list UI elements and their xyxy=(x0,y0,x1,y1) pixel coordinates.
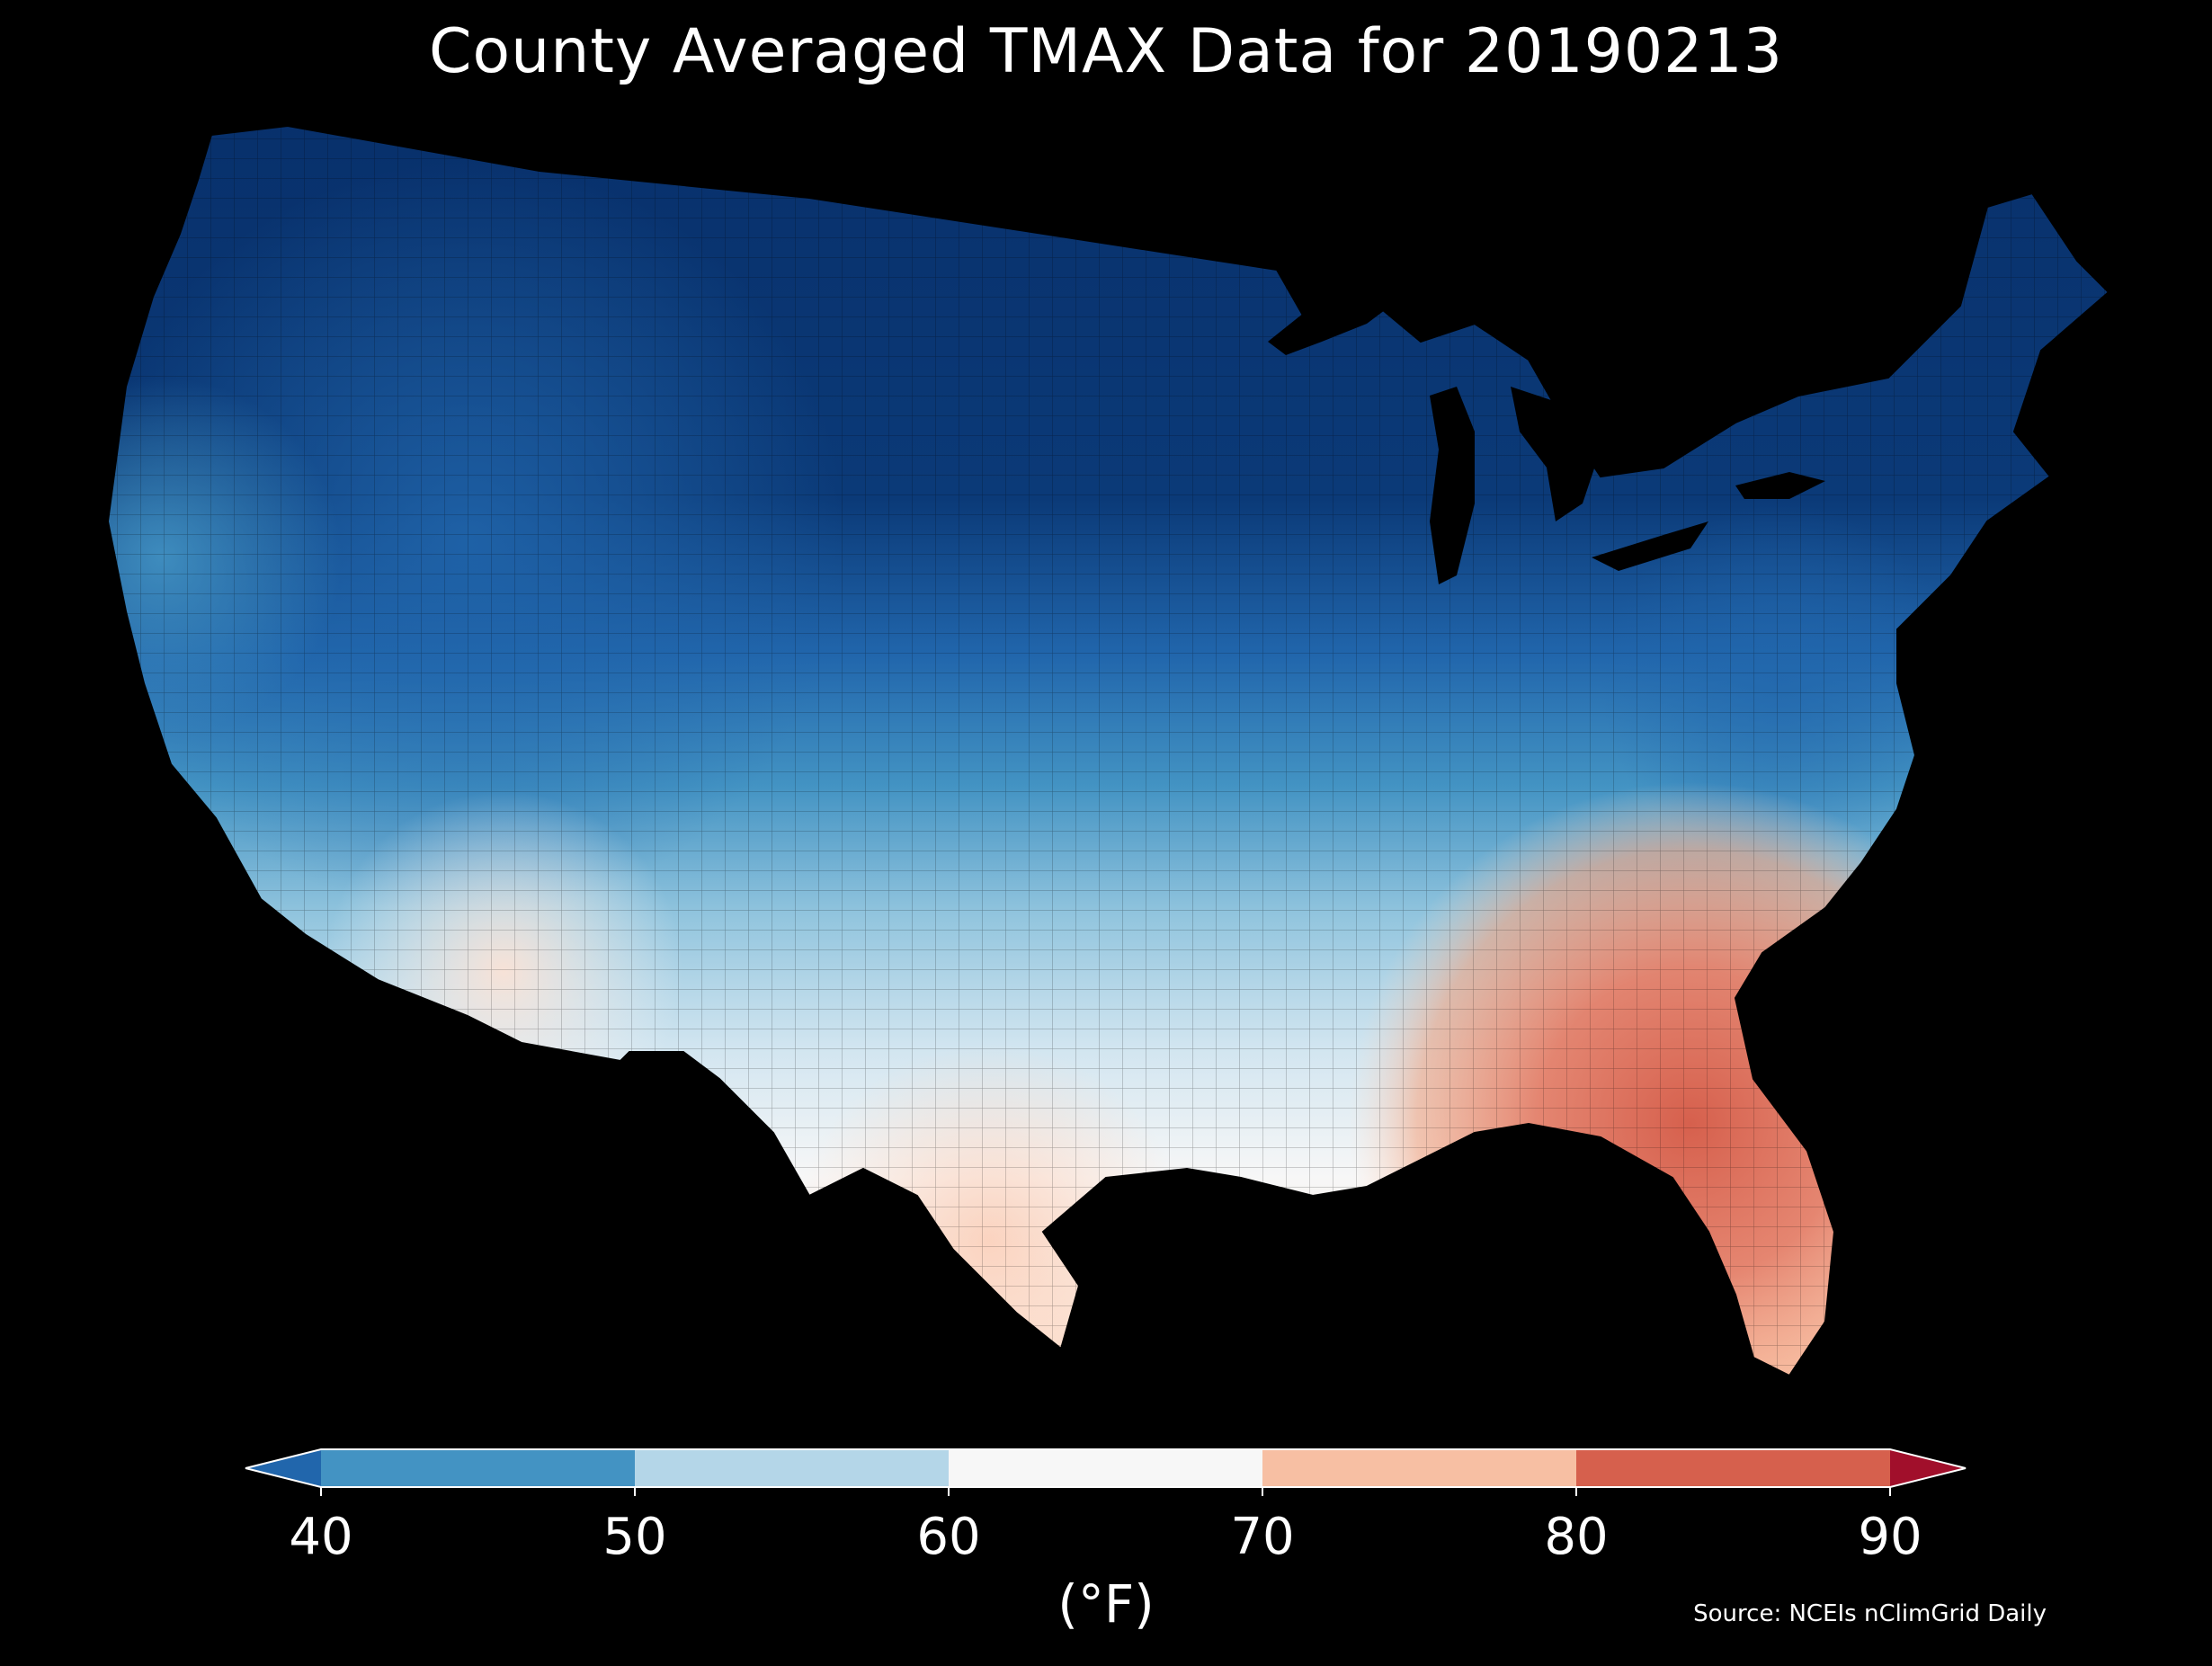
colorbar-tick-label: 80 xyxy=(1544,1508,1608,1566)
colorbar-extension-high xyxy=(1890,1449,1966,1487)
colorbar-bin-70-80 xyxy=(1262,1449,1577,1487)
map-title: County Averaged TMAX Data for 20190213 xyxy=(429,16,1783,87)
colorbar-tick-label: 50 xyxy=(602,1508,666,1566)
colorbar-bin-80-90 xyxy=(1576,1449,1891,1487)
lake-huron xyxy=(1511,387,1601,521)
lake-ontario xyxy=(1735,472,1825,499)
colorbar-tick-label: 90 xyxy=(1858,1508,1922,1566)
lake-superior xyxy=(1268,288,1403,355)
colorbar-tick-label: 60 xyxy=(916,1508,980,1566)
us-county-tmax-map xyxy=(107,125,2109,1376)
source-credit: Source: NCEIs nClimGrid Daily xyxy=(1693,1600,2047,1627)
colorbar-tick-label: 40 xyxy=(289,1508,352,1566)
colorbar-bin-60-70 xyxy=(949,1449,1263,1487)
colorbar-unit-label: (°F) xyxy=(1057,1573,1155,1635)
lake-michigan xyxy=(1430,387,1475,584)
colorbar-tick-label: 70 xyxy=(1230,1508,1294,1566)
lake-erie xyxy=(1592,521,1708,571)
colorbar-bin-50-60 xyxy=(635,1449,950,1487)
colorbar-bin-40-50 xyxy=(321,1449,636,1487)
colorbar-extension-low xyxy=(245,1449,321,1487)
